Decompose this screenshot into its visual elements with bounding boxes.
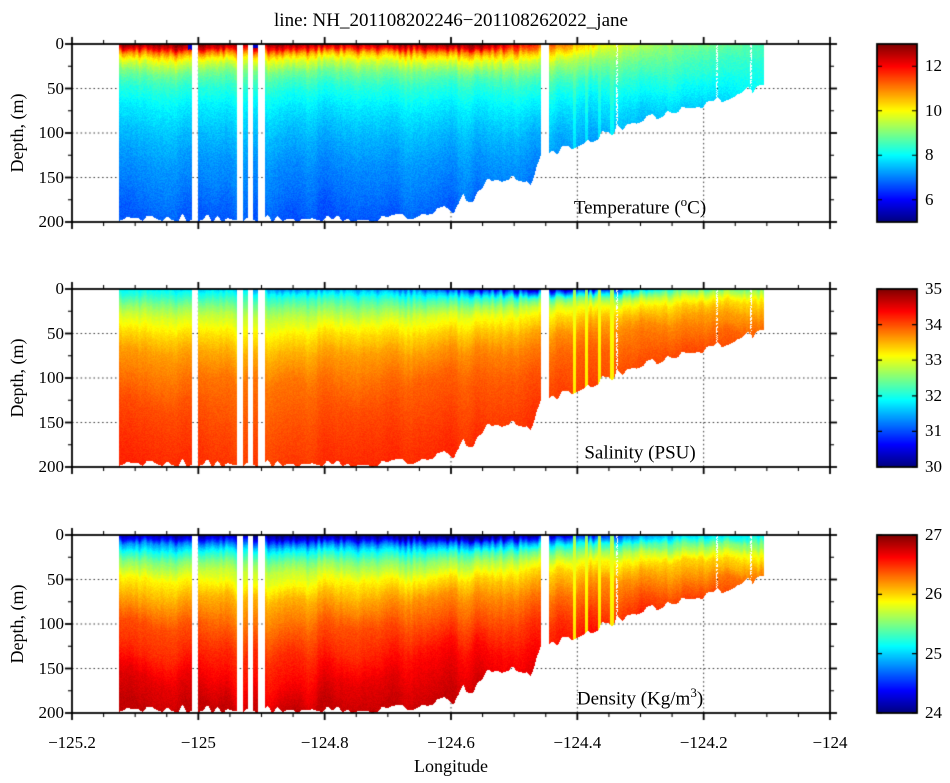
- longitude-tick-label: −124.4: [553, 733, 602, 752]
- figure-title: line: NH_201108202246−201108262022_jane: [274, 10, 628, 31]
- density-section-plot: [64, 527, 838, 721]
- colorbar-tick-label: 31: [925, 421, 942, 441]
- annotation-text: Salinity (PSU): [584, 442, 696, 464]
- colorbar-tick-label: 32: [925, 385, 942, 405]
- longitude-tick-label: −125.2: [48, 733, 96, 752]
- annotation-sup: o: [680, 194, 688, 209]
- colorbar-tick-label: 33: [925, 350, 942, 370]
- colorbar-tick-label: 12: [925, 56, 942, 76]
- colorbar-tick-label: 30: [925, 457, 942, 476]
- salinity-section-plot: [64, 281, 838, 475]
- depth-tick-label: 0: [55, 525, 65, 544]
- depth-tick-label: 150: [38, 412, 65, 432]
- depth-tick-label: 0: [55, 34, 65, 53]
- depth-tick-label: 0: [55, 279, 65, 298]
- temperature-section-plot: [64, 36, 838, 230]
- depth-tick-label: 50: [47, 323, 64, 343]
- annotation-text: C): [687, 197, 707, 219]
- density-colorbar: [874, 532, 920, 716]
- depth-tick-label: 200: [38, 703, 65, 722]
- depth-tick-label: 100: [38, 614, 65, 633]
- colorbar-tick-label: 25: [925, 643, 942, 663]
- temperature-annotation: Temperature (oC): [520, 195, 760, 217]
- longitude-tick-label: −124: [812, 733, 848, 752]
- colorbar-tick-label: 8: [925, 145, 934, 165]
- salinity-annotation: Salinity (PSU): [520, 440, 760, 462]
- depth-tick-label: 50: [47, 569, 64, 589]
- colorbar-tick-label: 35: [925, 279, 942, 298]
- annotation-sup: 3: [690, 685, 697, 700]
- depth-tick-label: 200: [38, 457, 65, 476]
- depth-tick-label: 150: [38, 658, 65, 678]
- depth-tick-label: 100: [38, 123, 65, 142]
- longitude-tick-label: −125: [180, 733, 216, 752]
- colorbar-tick-label: 27: [925, 525, 942, 544]
- depth-tick-label: 200: [38, 212, 65, 231]
- colorbar-tick-label: 26: [925, 584, 942, 604]
- colorbar-tick-label: 24: [925, 703, 942, 722]
- longitude-axis-label: Longitude: [414, 756, 488, 776]
- annotation-text: Density (Kg/m: [576, 688, 691, 710]
- depth-tick-label: 50: [47, 78, 64, 98]
- annotation-text: ): [696, 688, 704, 710]
- depth-tick-label: 100: [38, 368, 65, 387]
- temperature-colorbar: [874, 41, 920, 225]
- density-annotation: Density (Kg/m3): [520, 686, 760, 708]
- longitude-tick-label: −124.6: [427, 733, 475, 752]
- longitude-tick-label: −124.2: [679, 733, 728, 752]
- longitude-tick-label: −124.8: [300, 733, 349, 752]
- colorbar-tick-label: 10: [925, 100, 942, 120]
- colorbar-tick-label: 34: [925, 314, 942, 334]
- colorbar-tick-label: 6: [925, 189, 934, 209]
- annotation-text: Temperature (: [573, 197, 681, 219]
- depth-tick-label: 150: [38, 167, 65, 187]
- salinity-colorbar: [874, 286, 920, 470]
